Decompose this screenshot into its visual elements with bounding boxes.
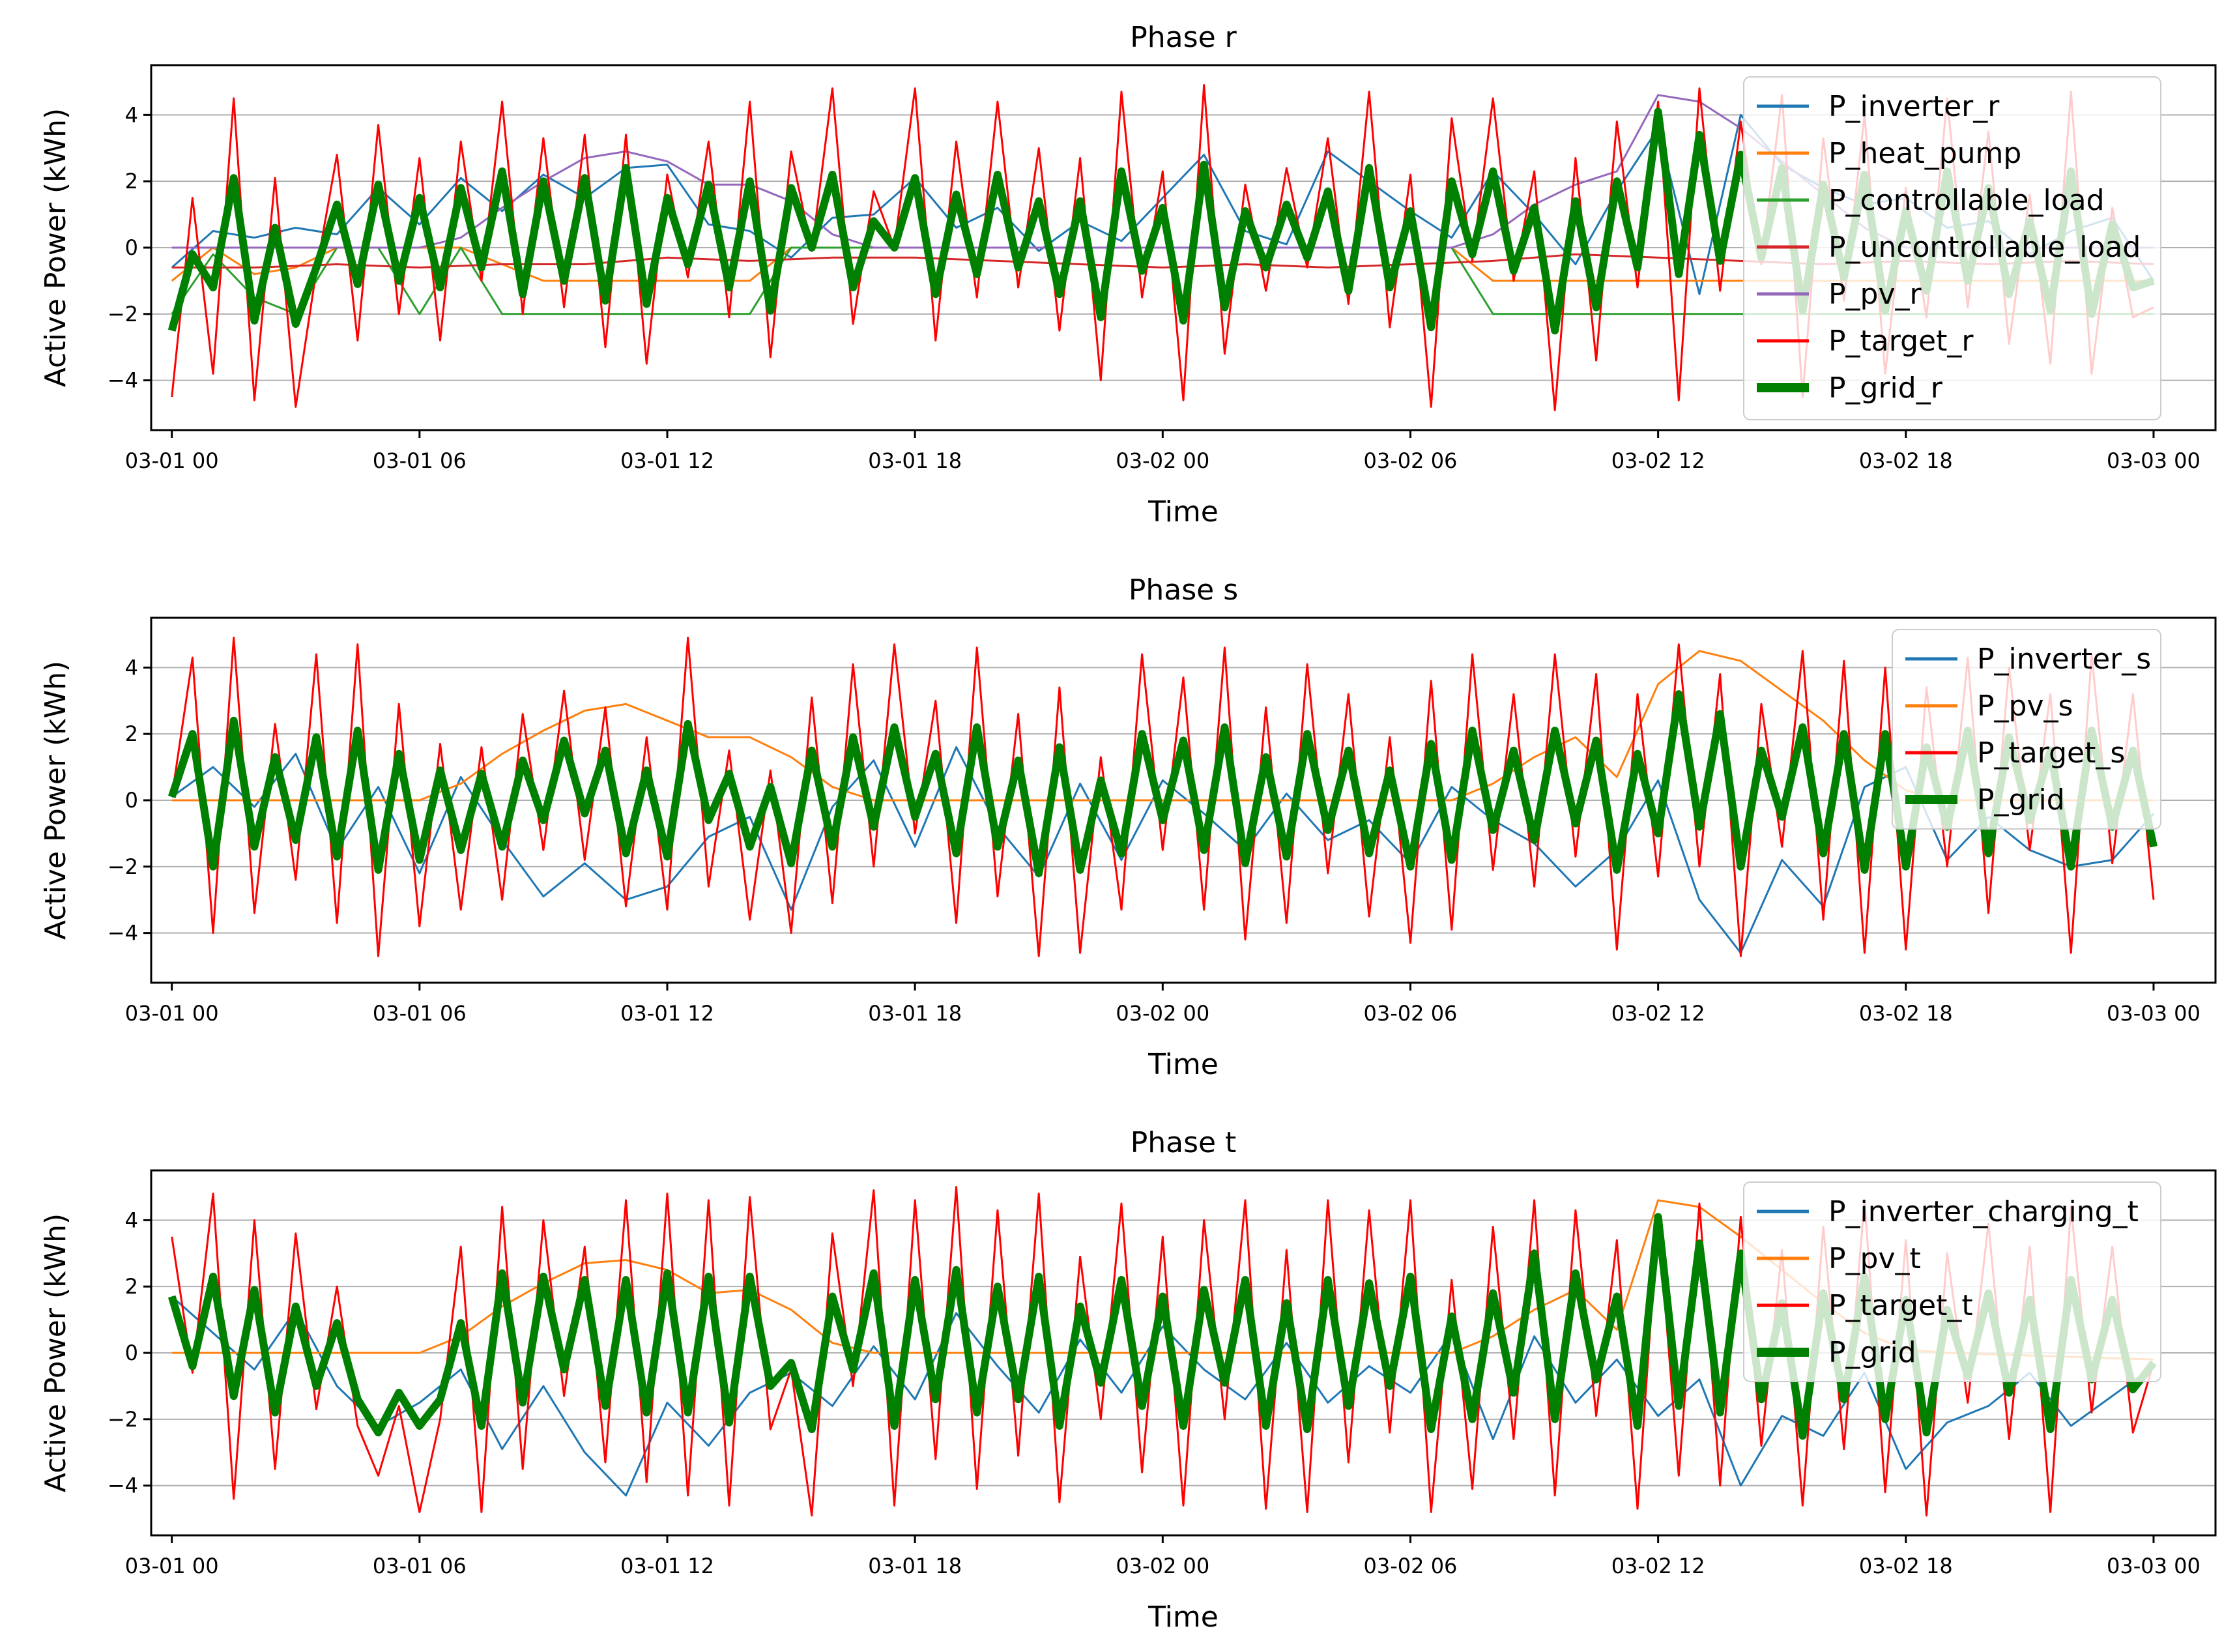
x-tick-label: 03-03 00: [2107, 1554, 2201, 1578]
x-axis-label: Time: [1147, 1048, 1219, 1081]
legend: P_inverter_r P_heat_pump P_controllable_lo…: [1743, 76, 2161, 420]
x-tick-label: 03-01 18: [868, 448, 962, 473]
x-tick-label: 03-01 00: [125, 448, 219, 473]
x-tick-label: 03-02 18: [1859, 448, 1953, 473]
x-tick-label: 03-01 00: [125, 1554, 219, 1578]
y-tick-label: 2: [125, 1274, 138, 1299]
series-line-P_target_s: [171, 637, 2155, 957]
legend: P_inverter_charging_t P_pv_t P_target_t P_g…: [1743, 1181, 2161, 1382]
x-tick-label: 03-02 06: [1364, 1001, 1458, 1026]
x-tick-label: 03-01 12: [620, 448, 714, 473]
x-tick-label: 03-01 18: [868, 1554, 962, 1578]
chart-title: Phase t: [1131, 1126, 1237, 1159]
y-tick-label: −2: [108, 302, 138, 326]
legend-entry: P_target_t: [1828, 1289, 1973, 1322]
panel-phase-1: −4 −2 0 2 4 03-01 00 03-01 06 03-01 12 03-01 18 0…: [39, 573, 2217, 1081]
x-tick-label: 03-02 00: [1116, 1554, 1209, 1578]
legend-entry: P_target_s: [1977, 736, 2125, 770]
legend-box: [1892, 629, 2161, 830]
x-axis-label: Time: [1147, 495, 1219, 529]
x-tick-label: 03-01 00: [125, 1001, 219, 1026]
series-line-P_pv_s: [171, 650, 2154, 802]
legend-entry: P_inverter_s: [1977, 643, 2151, 676]
y-axis-label: Active Power (kWh): [39, 1213, 72, 1492]
y-tick-label: 2: [125, 721, 138, 746]
y-axis-label: Active Power (kWh): [39, 108, 72, 387]
legend-box: [1743, 76, 2161, 420]
legend-box: [1743, 1181, 2161, 1382]
y-tick-label: −4: [108, 1473, 138, 1498]
y-tick-label: 4: [125, 102, 138, 127]
x-tick-label: 03-01 12: [620, 1554, 714, 1578]
x-tick-label: 03-02 00: [1116, 1001, 1209, 1026]
y-tick-label: −4: [108, 921, 138, 946]
x-tick-label: 03-02 12: [1611, 448, 1705, 473]
legend-entry: P_heat_pump: [1828, 137, 2021, 170]
y-tick-label: −4: [108, 368, 138, 393]
x-tick-label: 03-01 18: [868, 1001, 962, 1026]
x-tick-label: 03-02 12: [1611, 1554, 1705, 1578]
y-tick-label: −2: [108, 1407, 138, 1432]
x-tick-label: 03-02 06: [1364, 448, 1458, 473]
panel-phase-2: −4 −2 0 2 4 03-01 00 03-01 06 03-01 12 03-01 18 0…: [39, 1126, 2217, 1634]
x-tick-label: 03-02 06: [1364, 1554, 1458, 1578]
legend-entry: P_pv_t: [1828, 1242, 1921, 1275]
x-tick-label: 03-02 12: [1611, 1001, 1705, 1026]
legend-entry: P_grid_r: [1828, 371, 1943, 405]
x-tick-label: 03-03 00: [2107, 448, 2201, 473]
y-axis-label: Active Power (kWh): [39, 661, 72, 940]
legend-entry: P_pv_r: [1828, 278, 1922, 311]
x-tick-label: 03-02 18: [1859, 1554, 1953, 1578]
x-tick-label: 03-01 06: [373, 1001, 467, 1026]
legend-entry: P_uncontrollable_load: [1828, 231, 2141, 264]
x-tick-label: 03-01 06: [373, 1554, 467, 1578]
legend: P_inverter_s P_pv_s P_target_s P_grid: [1892, 629, 2161, 830]
panel-phase-0: −4 −2 0 2 4 03-01 00 03-01 06 03-01 12 03-01 18 0…: [39, 21, 2217, 529]
y-tick-label: −2: [108, 854, 138, 879]
x-tick-label: 03-02 00: [1116, 448, 1209, 473]
y-tick-label: 4: [125, 655, 138, 680]
legend-entry: P_inverter_r: [1828, 90, 2000, 123]
x-tick-label: 03-01 06: [373, 448, 467, 473]
chart-title: Phase r: [1130, 21, 1237, 54]
legend-entry: P_grid: [1828, 1336, 1916, 1369]
y-tick-label: 2: [125, 169, 138, 194]
x-tick-label: 03-03 00: [2107, 1001, 2201, 1026]
x-tick-label: 03-02 18: [1859, 1001, 1953, 1026]
x-tick-label: 03-01 12: [620, 1001, 714, 1026]
y-tick-label: 4: [125, 1208, 138, 1232]
y-tick-label: 0: [125, 788, 138, 813]
legend-entry: P_controllable_load: [1828, 184, 2105, 217]
y-tick-label: 0: [125, 235, 138, 260]
legend-entry: P_inverter_charging_t: [1828, 1195, 2139, 1228]
y-tick-label: 0: [125, 1340, 138, 1365]
legend-entry: P_grid: [1977, 783, 2065, 817]
chart-title: Phase s: [1129, 573, 1238, 607]
legend-entry: P_target_r: [1828, 325, 1974, 358]
series-line-P_inverter_charging_t: [171, 1296, 2154, 1497]
series-line-P_grid: [167, 690, 2158, 877]
series-group: [167, 637, 2158, 957]
legend-entry: P_pv_s: [1977, 689, 2073, 723]
x-axis-label: Time: [1147, 1601, 1219, 1634]
